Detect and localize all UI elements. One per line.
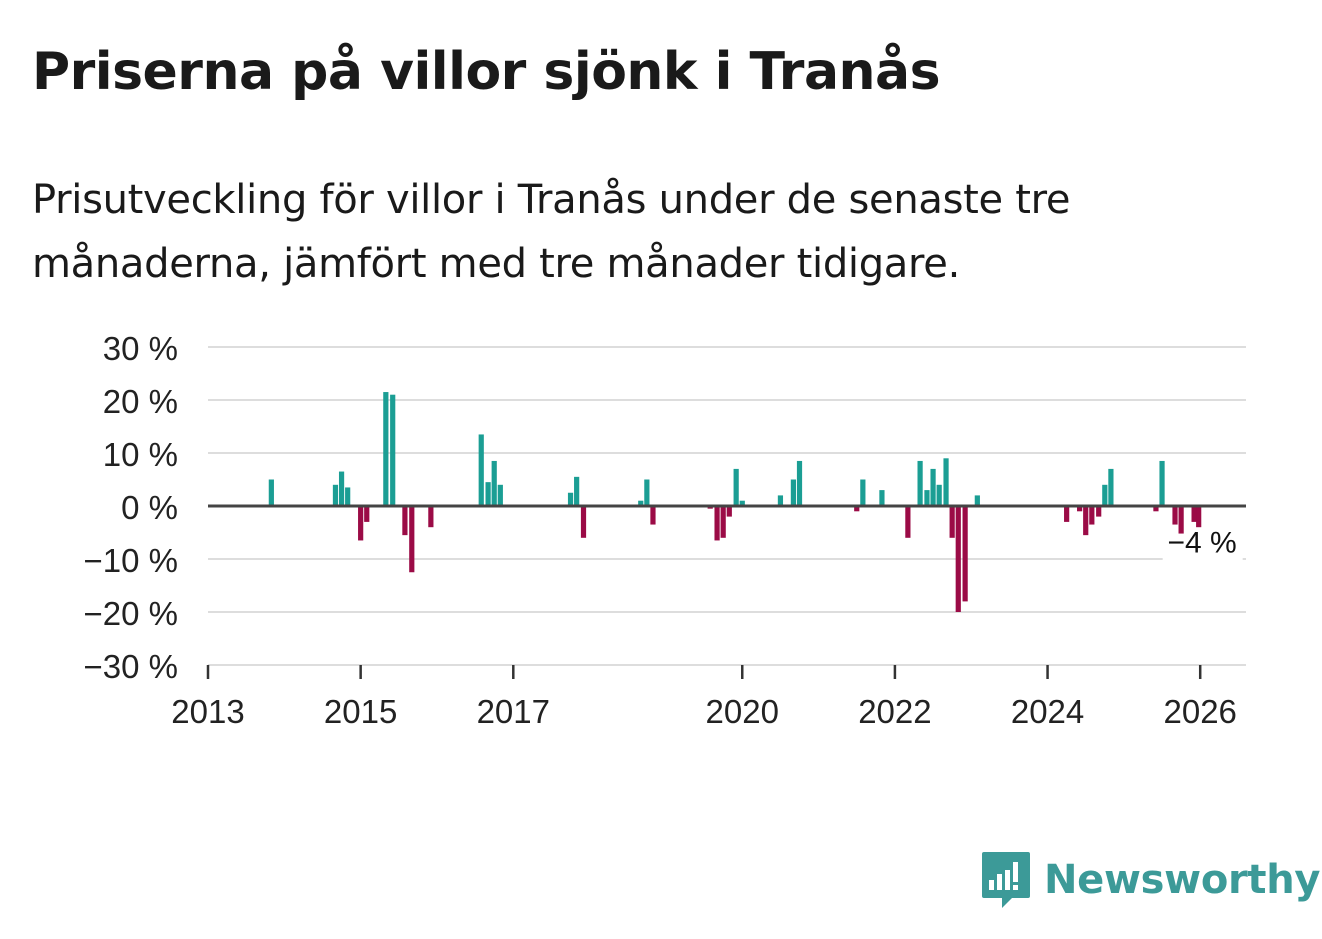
bar <box>726 506 732 517</box>
bar <box>1083 506 1089 536</box>
x-tick-label: 2017 <box>477 693 550 730</box>
bar <box>1191 506 1197 522</box>
bar <box>580 506 587 538</box>
bar <box>567 492 574 506</box>
bar <box>1196 506 1202 528</box>
bar <box>644 479 650 506</box>
bar <box>338 471 345 506</box>
bar <box>1108 468 1114 506</box>
bar <box>1178 506 1184 544</box>
bar <box>777 495 784 506</box>
bar <box>491 460 497 506</box>
annotation-background <box>1162 533 1243 568</box>
bar <box>936 484 942 506</box>
bar <box>332 484 339 506</box>
bar <box>402 506 408 536</box>
x-tick-label: 2013 <box>171 693 244 730</box>
bar <box>1077 506 1083 512</box>
bar <box>733 468 739 506</box>
bar <box>478 434 484 506</box>
bar <box>854 506 860 512</box>
chart-title: Priserna på villor sjönk i Tranås <box>32 42 941 102</box>
bar <box>917 460 923 506</box>
brand-name: Newsworthy <box>1044 857 1321 903</box>
x-tick-label: 2020 <box>706 693 779 730</box>
bar <box>383 392 389 506</box>
y-tick-label: 10 % <box>103 436 178 473</box>
bar <box>1089 506 1095 525</box>
bar <box>943 458 949 506</box>
bar <box>638 500 644 506</box>
bar <box>949 506 955 538</box>
bar <box>650 506 656 525</box>
bar <box>1064 506 1070 522</box>
x-tick-label: 2015 <box>324 693 397 730</box>
bar <box>860 479 866 506</box>
x-tick-label: 2024 <box>1011 693 1084 730</box>
bars <box>268 392 1202 612</box>
bar <box>390 394 396 506</box>
bar <box>955 506 961 612</box>
y-tick-label: −20 % <box>84 595 179 632</box>
x-tick-label: 2026 <box>1163 693 1236 730</box>
bar <box>796 460 803 506</box>
bar <box>485 482 491 506</box>
bar <box>974 495 980 506</box>
bar <box>879 490 885 506</box>
newsworthy-logo-icon <box>982 852 1030 908</box>
brand-logo: Newsworthy <box>980 850 1321 910</box>
y-tick-label: −10 % <box>84 542 179 579</box>
y-tick-label: 30 % <box>103 330 178 367</box>
bar <box>345 487 351 506</box>
bar <box>1096 506 1102 517</box>
bar-chart: 30 %20 %10 %0 %−10 %−20 %−30 % 2013 2015 2… <box>84 330 1246 730</box>
bar <box>409 506 415 573</box>
annotation-label: −4 % <box>1167 527 1236 560</box>
bar <box>720 506 726 538</box>
y-tick-label: 0 % <box>121 489 178 526</box>
bar <box>268 479 274 506</box>
bar <box>714 506 720 541</box>
bar <box>930 468 936 506</box>
bar <box>358 506 364 541</box>
bar <box>428 506 434 528</box>
y-tick-label: −30 % <box>84 648 179 685</box>
x-tick-label: 2022 <box>858 693 931 730</box>
annotation-group: −4 % <box>1162 527 1243 568</box>
bar <box>574 476 580 506</box>
bar <box>497 484 503 506</box>
bar <box>1153 506 1159 512</box>
bar <box>739 500 745 506</box>
bar <box>905 506 911 538</box>
bar <box>1102 484 1108 506</box>
bar <box>962 506 968 602</box>
bar <box>364 506 370 522</box>
bar <box>1159 460 1165 506</box>
chart-subtitle: Prisutveckling för villor i Tranås under… <box>32 177 1071 287</box>
bar <box>790 479 797 506</box>
y-axis-labels: 30 % 20 % 10 % 0 % −10 % −20 % −30 % <box>84 330 179 685</box>
x-axis: 2013 2015 2017 2020 2022 2024 2026 <box>171 664 1246 730</box>
y-tick-label: 20 % <box>103 383 178 420</box>
bar <box>924 490 930 506</box>
bar <box>1172 506 1178 525</box>
